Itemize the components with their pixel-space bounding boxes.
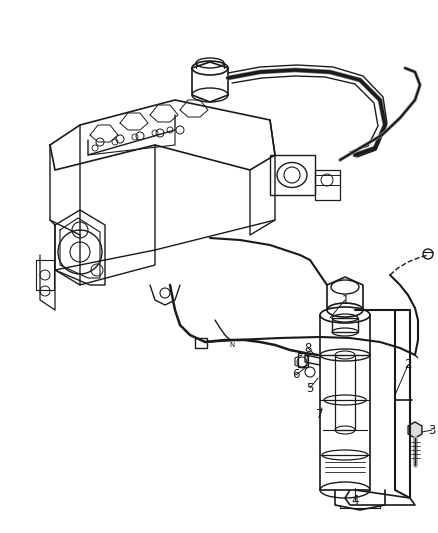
- Text: 4: 4: [351, 494, 359, 506]
- Bar: [298, 353, 308, 367]
- Text: 8: 8: [304, 342, 312, 354]
- Bar: [270, 155, 315, 195]
- Text: 7: 7: [316, 408, 324, 422]
- Text: 2: 2: [404, 359, 412, 372]
- Bar: [195, 338, 207, 348]
- Bar: [332, 318, 358, 332]
- Bar: [36, 260, 54, 290]
- Polygon shape: [408, 422, 422, 438]
- Bar: [315, 170, 340, 200]
- Text: 3: 3: [428, 424, 436, 437]
- Text: 1: 1: [341, 294, 349, 306]
- Text: 5: 5: [306, 382, 314, 394]
- Text: 6: 6: [292, 368, 300, 382]
- Text: N: N: [230, 342, 235, 348]
